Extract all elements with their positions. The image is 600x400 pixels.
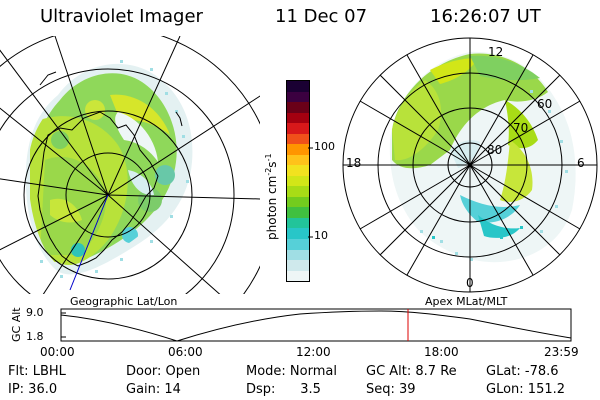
mlt-label-dusk: 18: [346, 156, 362, 170]
color-bar-segment: [287, 238, 309, 250]
coastline: [37, 111, 159, 267]
color-bar-segment: [287, 81, 309, 92]
color-bar-tick-10: 10: [314, 229, 328, 242]
right-map-caption: Apex MLat/MLT: [425, 295, 508, 308]
color-bar-segment: [287, 165, 309, 176]
altitude-curve: [60, 310, 572, 342]
color-bar-segment: [287, 249, 309, 261]
status-door: Door: Open: [126, 364, 201, 379]
status-mode: Mode: Normal: [246, 364, 337, 379]
color-bar-segment: [287, 270, 309, 282]
status-gc-alt: GC Alt: 8.7 Re: [366, 364, 457, 379]
mlt-label-midnight: 0: [466, 276, 474, 290]
timeline-frame: [60, 308, 572, 342]
status-glat: GLat: -78.6: [486, 364, 559, 379]
timeline-xtick-1800: 18:00: [424, 345, 459, 359]
color-bar-segment: [287, 228, 309, 239]
color-bar-segment: [287, 207, 309, 218]
color-bar-segment: [287, 175, 309, 187]
color-bar-tick-100: 100: [314, 140, 335, 153]
mlt-label-noon: 12: [488, 45, 504, 59]
color-bar-ticks: [308, 147, 313, 238]
timeline-xtick-0000: 00:00: [40, 345, 75, 359]
color-bar-segment: [287, 186, 309, 197]
mlt-label-dawn: 6: [577, 156, 585, 170]
color-bar-segment: [287, 91, 309, 103]
timeline-ytick-low: 1.8: [26, 330, 44, 343]
color-bar-segment: [287, 112, 309, 124]
color-bar-segment: [287, 144, 309, 155]
color-bar-segment: [287, 123, 309, 134]
timeline-xtick-0600: 06:00: [168, 345, 203, 359]
color-bar: [286, 80, 310, 282]
timeline-ytick-high: 9.0: [26, 306, 44, 319]
status-seq: Seq: 39: [366, 382, 416, 397]
status-filter: Flt: LBHL: [8, 364, 66, 379]
mlat-label-60: 60: [537, 97, 553, 111]
left-map-caption: Geographic Lat/Lon: [70, 295, 178, 308]
color-bar-segment: [287, 154, 309, 166]
observation-time: 16:26:07 UT: [430, 6, 541, 27]
timeline-xtick-2359: 23:59: [544, 345, 579, 359]
color-bar-segment: [287, 133, 309, 145]
color-bar-segment: [287, 217, 309, 229]
observation-date: 11 Dec 07: [275, 6, 368, 27]
color-bar-segment: [287, 102, 309, 113]
status-gain: Gain: 14: [126, 382, 181, 397]
mlat-label-70: 70: [513, 121, 529, 135]
altitude-timeline: [60, 308, 572, 342]
timeline-xtick-1200: 12:00: [296, 345, 331, 359]
color-bar-segment: [287, 260, 309, 271]
instrument-title: Ultraviolet Imager: [40, 6, 203, 27]
status-dsp: Dsp: 3.5: [246, 382, 321, 397]
mlat-label-80: 80: [487, 143, 503, 157]
timeline-ylabel: GC Alt: [10, 307, 23, 342]
color-bar-segment: [287, 196, 309, 208]
status-glon: GLon: 151.2: [486, 382, 566, 397]
status-ip: IP: 36.0: [8, 382, 58, 397]
